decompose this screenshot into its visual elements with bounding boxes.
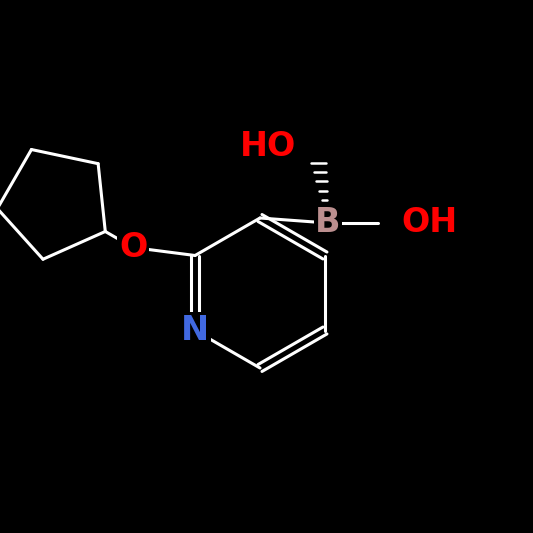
Text: B: B bbox=[315, 206, 341, 239]
Text: N: N bbox=[181, 314, 209, 347]
Text: OH: OH bbox=[401, 206, 457, 239]
Text: HO: HO bbox=[240, 130, 296, 163]
Text: O: O bbox=[119, 231, 147, 264]
